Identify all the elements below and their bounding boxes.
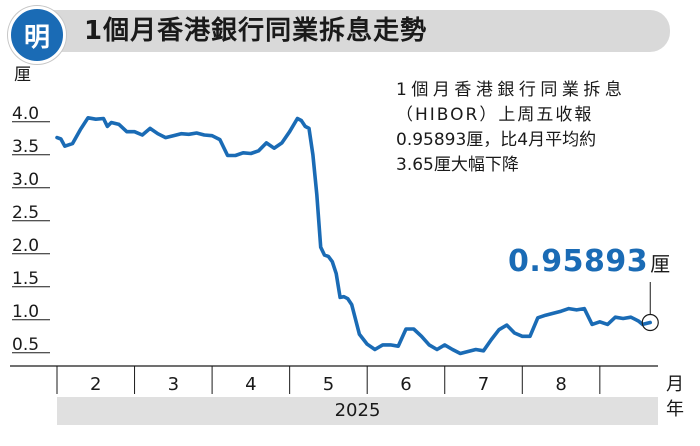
- logo-char: 明: [23, 22, 50, 53]
- latest-value: 0.95893: [508, 244, 649, 279]
- year-unit-label: 年: [666, 399, 684, 420]
- y-axis: 厘 0.5 1.0 1.5 2.0 2.5 3.0 3.5 4.0: [12, 65, 50, 355]
- note-line-1: 1個月香港銀行同業拆息: [396, 80, 627, 100]
- year-band: 2025: [57, 397, 658, 425]
- note-line-3: 0.95893厘，比4月平均約: [396, 130, 597, 150]
- x-tick-label: 6: [400, 374, 411, 395]
- y-tick-label: 3.5: [12, 137, 39, 157]
- title-bar: [40, 10, 670, 52]
- y-axis-unit: 厘: [14, 65, 31, 85]
- latest-value-callout: 0.95893 厘: [508, 244, 670, 279]
- year-label: 2025: [334, 400, 381, 421]
- chart-title: 1個月香港銀行同業拆息走勢: [84, 16, 428, 46]
- x-tick-label: 7: [478, 374, 489, 395]
- x-axis: 2 3 4 5 6 7 8 月: [10, 365, 684, 395]
- x-tick-label: 2: [90, 374, 101, 395]
- x-tick-label: 5: [323, 374, 334, 395]
- x-tick-label: 3: [168, 374, 179, 395]
- note-line-4: 3.65厘大幅下降: [396, 155, 519, 175]
- series-line: [55, 116, 652, 356]
- newspaper-logo: 明: [8, 6, 66, 64]
- latest-point-marker: [641, 313, 659, 332]
- y-tick-label: 1.5: [12, 269, 39, 289]
- y-tick-label: 2.0: [12, 236, 39, 256]
- annotation-note: 1個月香港銀行同業拆息 （HIBOR）上周五收報 0.95893厘，比4月平均約…: [396, 78, 666, 178]
- y-tick-label: 2.5: [12, 203, 39, 223]
- latest-value-unit: 厘: [650, 252, 671, 276]
- y-tick-label: 0.5: [12, 335, 39, 355]
- chart-header: 明 1個月香港銀行同業拆息走勢: [0, 0, 700, 64]
- x-axis-unit: 月: [666, 374, 684, 395]
- y-tick-label: 3.0: [12, 170, 39, 190]
- y-tick-label: 4.0: [12, 104, 39, 124]
- x-tick-label: 8: [555, 374, 566, 395]
- x-tick-label: 4: [245, 374, 256, 395]
- y-tick-label: 1.0: [12, 302, 39, 322]
- series-group: [55, 116, 659, 356]
- note-line-2: （HIBOR）上周五收報: [396, 105, 594, 125]
